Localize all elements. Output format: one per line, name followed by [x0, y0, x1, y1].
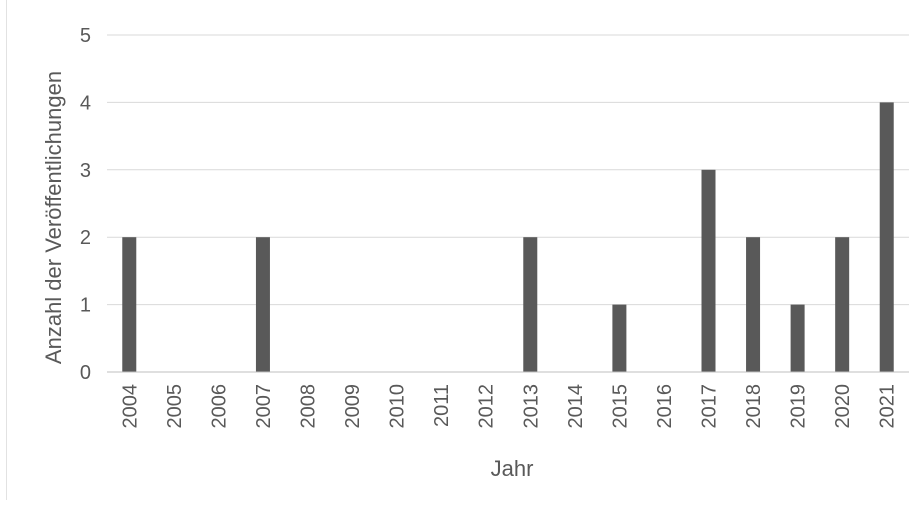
bar-2013	[523, 237, 538, 372]
y-tick-label: 0	[80, 362, 91, 384]
x-tick-label: 2016	[654, 384, 676, 429]
bar-2004	[122, 237, 137, 372]
x-tick-label: 2009	[342, 384, 364, 429]
bar-2015	[612, 304, 627, 372]
x-axis-title: Jahr	[491, 456, 534, 481]
x-tick-label: 2014	[565, 384, 587, 429]
bar-2017	[701, 169, 716, 372]
gridlines	[107, 34, 909, 306]
x-tick-label: 2019	[788, 384, 810, 429]
y-tick-label: 2	[80, 227, 91, 249]
x-tick-label: 2015	[609, 384, 631, 429]
x-tick-label: 2011	[431, 384, 453, 427]
left-border-line	[6, 0, 7, 500]
y-axis-ticks: 0 1 2 3 4 5	[80, 25, 91, 384]
bar-2018	[746, 237, 761, 372]
bars	[122, 102, 894, 373]
x-tick-label: 2018	[743, 384, 765, 429]
y-tick-label: 3	[80, 160, 91, 182]
bar-2007	[255, 237, 270, 372]
x-tick-label: 2006	[208, 384, 230, 429]
bar-2021	[879, 102, 894, 373]
bar-2019	[790, 304, 805, 372]
x-tick-label: 2004	[119, 384, 141, 429]
x-tick-label: 2013	[520, 384, 542, 429]
x-tick-label: 2020	[832, 384, 854, 429]
x-axis-ticks: 2004 2005 2006 2007 2008 2009 2010 2011 2012 2013…	[119, 384, 898, 429]
y-tick-label: 4	[80, 92, 91, 114]
x-tick-label: 2007	[253, 384, 275, 429]
bar-2020	[835, 237, 850, 372]
x-tick-label: 2010	[387, 384, 409, 429]
y-tick-label: 5	[80, 25, 91, 47]
y-tick-label: 1	[80, 295, 91, 317]
y-axis-title: Anzahl der Veröffentlichungen	[41, 71, 66, 364]
x-tick-label: 2008	[298, 384, 320, 429]
x-tick-label: 2017	[699, 384, 721, 429]
x-tick-label: 2021	[877, 384, 899, 429]
x-tick-label: 2012	[476, 384, 498, 429]
x-tick-label: 2005	[164, 384, 186, 429]
